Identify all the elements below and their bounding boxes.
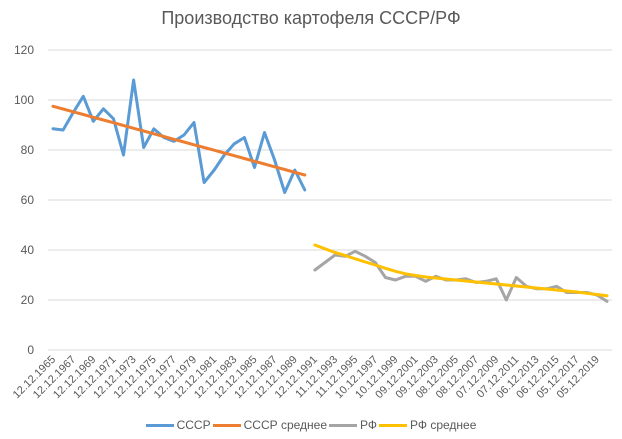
legend-item: СССР среднее <box>212 418 328 432</box>
y-tick-label: 40 <box>21 243 35 257</box>
y-tick-label: 120 <box>14 43 34 57</box>
legend-swatch-icon <box>379 423 408 427</box>
legend-label: СССР среднее <box>243 418 328 432</box>
series-line <box>51 78 307 194</box>
legend-item: СССР <box>145 418 211 432</box>
legend-item: РФ <box>329 418 377 432</box>
legend-swatch-icon <box>212 423 241 427</box>
y-tick-label: 20 <box>21 293 35 307</box>
y-tick-label: 0 <box>27 343 34 357</box>
legend-item: РФ среднее <box>379 418 476 432</box>
legend-label: СССР <box>176 418 211 432</box>
series-line <box>51 104 307 177</box>
series-line <box>313 243 609 298</box>
chart-title: Производство картофеля СССР/РФ <box>161 8 461 28</box>
y-tick-label: 80 <box>21 143 35 157</box>
legend-swatch-icon <box>145 423 174 427</box>
legend-swatch-icon <box>329 423 358 427</box>
legend-label: РФ <box>360 418 378 432</box>
y-tick-label: 60 <box>21 193 35 207</box>
chart-legend: СССР СССР среднее РФ РФ среднее <box>0 418 622 432</box>
legend-label: РФ среднее <box>410 418 477 432</box>
y-tick-label: 100 <box>14 93 34 107</box>
